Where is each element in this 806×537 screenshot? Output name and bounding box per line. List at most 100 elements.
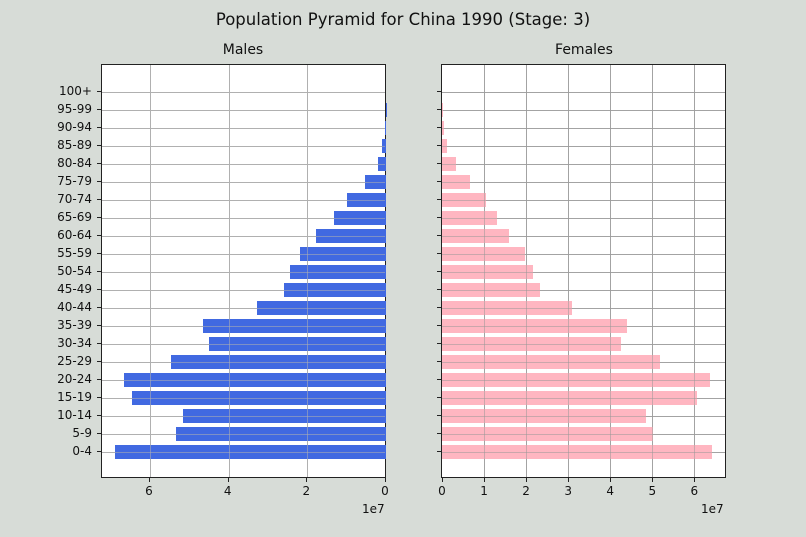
y-tick-label: 55-59	[57, 245, 92, 260]
y-tick-mark	[97, 306, 101, 308]
y-tick-mark	[97, 144, 101, 146]
y-tick-label: 90-94	[57, 119, 92, 134]
grid-line-horizontal	[102, 181, 385, 183]
females-subplot-title: Females	[555, 42, 613, 58]
y-tick-mark	[97, 90, 101, 92]
grid-line-horizontal	[442, 307, 725, 309]
grid-line-horizontal	[442, 217, 725, 219]
y-tick-mark	[97, 216, 101, 218]
y-tick-label: 100+	[59, 83, 92, 98]
y-tick-label: 35-39	[57, 317, 92, 332]
grid-line-vertical	[694, 65, 696, 477]
x-tick-mark	[227, 478, 229, 482]
grid-line-horizontal	[442, 199, 725, 201]
y-tick-label: 45-49	[57, 281, 92, 296]
y-tick-mark	[97, 324, 101, 326]
x-tick-mark	[694, 478, 696, 482]
grid-line-vertical	[568, 65, 570, 477]
y-tick-mark	[437, 270, 441, 272]
y-tick-mark	[97, 414, 101, 416]
grid-line-horizontal	[102, 217, 385, 219]
y-tick-label: 65-69	[57, 209, 92, 224]
y-tick-mark	[437, 234, 441, 236]
grid-line-horizontal	[442, 145, 725, 147]
x-tick-mark	[306, 478, 308, 482]
grid-line-horizontal	[102, 199, 385, 201]
grid-line-horizontal	[102, 343, 385, 345]
grid-line-horizontal	[102, 253, 385, 255]
grid-line-horizontal	[442, 253, 725, 255]
y-tick-mark	[437, 198, 441, 200]
x-tick-mark	[568, 478, 570, 482]
y-tick-mark	[437, 306, 441, 308]
y-tick-mark	[437, 414, 441, 416]
y-tick-label: 80-84	[57, 155, 92, 170]
male-bar	[384, 120, 386, 135]
x-tick-mark	[385, 478, 386, 482]
y-tick-mark	[97, 396, 101, 398]
x-tick-mark	[148, 478, 150, 482]
grid-line-vertical	[610, 65, 612, 477]
grid-line-horizontal	[442, 325, 725, 327]
y-tick-mark	[437, 324, 441, 326]
grid-line-horizontal	[442, 109, 725, 111]
y-tick-mark	[97, 342, 101, 344]
grid-line-vertical	[652, 65, 654, 477]
y-tick-label: 0-4	[72, 443, 92, 458]
grid-line-horizontal	[442, 379, 725, 381]
y-tick-mark	[437, 90, 441, 92]
x-tick-label: 4	[606, 484, 615, 498]
y-tick-label: 50-54	[57, 263, 92, 278]
grid-line-horizontal	[442, 91, 725, 93]
y-tick-label: 20-24	[57, 371, 92, 386]
figure-title: Population Pyramid for China 1990 (Stage…	[215, 10, 591, 29]
y-tick-mark	[437, 378, 441, 380]
y-tick-mark	[97, 108, 101, 110]
y-tick-mark	[437, 432, 441, 434]
y-tick-mark	[437, 252, 441, 254]
y-tick-mark	[97, 252, 101, 254]
grid-line-horizontal	[102, 109, 385, 111]
grid-line-horizontal	[442, 235, 725, 237]
y-tick-mark	[97, 360, 101, 362]
y-tick-mark	[437, 288, 441, 290]
x-tick-label: 0	[438, 484, 446, 498]
grid-line-horizontal	[442, 343, 725, 345]
grid-line-horizontal	[102, 289, 385, 291]
x-tick-label: 2	[302, 484, 311, 498]
y-tick-mark	[97, 270, 101, 272]
y-tick-mark	[437, 396, 441, 398]
males-offset-label: 1e7	[362, 502, 385, 516]
grid-line-horizontal	[442, 451, 725, 453]
x-tick-label: 6	[145, 484, 153, 498]
y-tick-mark	[97, 378, 101, 380]
x-tick-mark	[526, 478, 528, 482]
x-tick-label: 3	[564, 484, 572, 498]
y-tick-label: 70-74	[57, 191, 92, 206]
y-tick-mark	[97, 198, 101, 200]
grid-line-horizontal	[102, 307, 385, 309]
grid-line-horizontal	[102, 127, 385, 129]
x-tick-label: 6	[690, 484, 699, 498]
y-tick-label: 85-89	[57, 137, 92, 152]
y-tick-mark	[437, 162, 441, 164]
x-tick-label: 5	[648, 484, 657, 498]
males-plot-area	[101, 64, 386, 478]
grid-line-horizontal	[442, 163, 725, 165]
grid-line-horizontal	[442, 271, 725, 273]
x-tick-label: 0	[381, 484, 389, 498]
y-tick-mark	[437, 144, 441, 146]
males-subplot-title: Males	[222, 42, 264, 58]
grid-line-horizontal	[102, 451, 385, 453]
females-plot-area	[441, 64, 726, 478]
grid-line-horizontal	[442, 289, 725, 291]
grid-line-horizontal	[442, 361, 725, 363]
y-tick-mark	[437, 126, 441, 128]
grid-line-horizontal	[102, 235, 385, 237]
grid-line-horizontal	[442, 397, 725, 399]
females-offset-label: 1e7	[701, 502, 724, 516]
x-tick-label: 1	[480, 484, 488, 498]
grid-line-vertical	[526, 65, 528, 477]
grid-line-vertical	[484, 65, 486, 477]
grid-line-vertical	[228, 65, 230, 477]
